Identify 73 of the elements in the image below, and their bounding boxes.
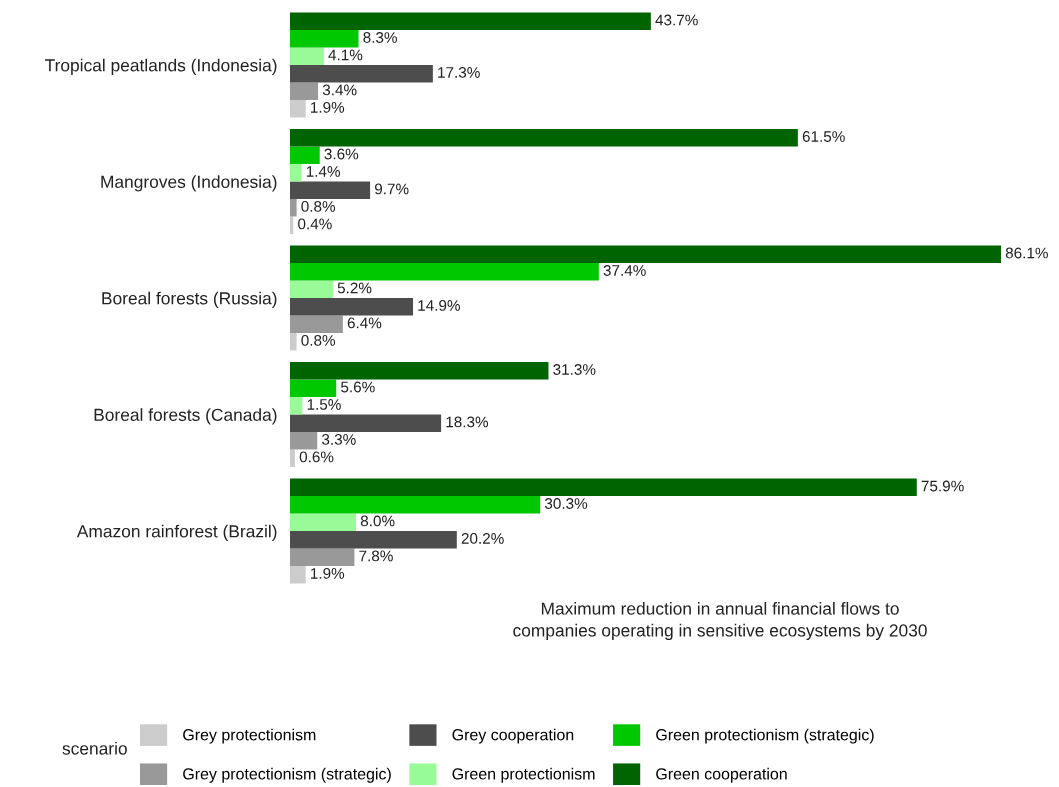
bar	[290, 12, 651, 31]
data-label: 37.4%	[603, 265, 646, 276]
y-tick-label: Boreal forests (Canada)	[94, 408, 277, 425]
legend-label: Grey cooperation	[452, 728, 574, 744]
bar	[290, 449, 295, 467]
data-label: 1.9%	[311, 567, 345, 579]
legend-label: Green protectionism	[452, 767, 595, 783]
data-label: 0.4%	[298, 218, 332, 230]
data-label: 18.3%	[446, 416, 489, 428]
bar	[290, 129, 798, 147]
legend-label: Green protectionism (strategic)	[656, 728, 874, 744]
data-label: 61.5%	[802, 131, 845, 142]
bar	[290, 565, 306, 584]
bar	[290, 362, 549, 380]
data-label: 3.3%	[322, 434, 356, 445]
legend-label: Green cooperation	[656, 767, 787, 783]
data-label: 7.8%	[359, 550, 393, 562]
legend-label: Grey protectionism (strategic)	[183, 767, 391, 783]
data-label: 86.1%	[1005, 247, 1048, 259]
data-label: 5.6%	[341, 381, 375, 393]
bar	[290, 99, 306, 118]
bar	[290, 298, 414, 316]
data-label: 9.7%	[374, 183, 409, 195]
data-label: 1.5%	[307, 399, 341, 410]
data-label: 20.2%	[461, 533, 504, 544]
bar	[290, 478, 917, 497]
data-label: 0.8%	[301, 201, 336, 212]
bar	[290, 30, 359, 48]
bar	[290, 496, 541, 514]
data-label: 17.3%	[438, 67, 480, 78]
bar	[290, 216, 294, 234]
bar	[290, 164, 302, 182]
y-tick-label: Tropical peatlands (Indonesia)	[45, 58, 277, 75]
y-tick-label: Boreal forests (Russia)	[102, 291, 277, 308]
data-label: 1.4%	[306, 166, 341, 177]
data-label: 3.6%	[324, 148, 359, 160]
data-label: 4.1%	[328, 49, 363, 61]
data-label: 75.9%	[921, 480, 964, 492]
bar	[290, 181, 371, 199]
data-label: 8.3%	[363, 32, 397, 43]
bar	[290, 513, 357, 531]
bar	[290, 263, 599, 281]
data-label: 30.3%	[544, 498, 588, 509]
bar	[290, 82, 319, 100]
data-label: 1.9%	[311, 101, 345, 113]
bar	[290, 146, 320, 165]
bar	[290, 548, 355, 566]
bar	[290, 332, 297, 351]
data-label: 6.4%	[347, 317, 382, 329]
bar	[290, 397, 303, 415]
data-label: 0.6%	[299, 451, 334, 463]
data-label: 14.9%	[418, 300, 460, 311]
y-tick-label: Mangroves (Indonesia)	[101, 175, 277, 192]
data-label: 43.7%	[655, 14, 698, 26]
bar	[290, 47, 324, 65]
bar	[290, 245, 1001, 264]
legend-title: scenario	[62, 741, 127, 755]
bar	[290, 531, 457, 549]
bar	[290, 315, 343, 333]
x-axis-title: Maximum reduction in annual financial flows to companies operating in sensitive ecosystems by 2030	[513, 602, 927, 641]
data-label: 8.0%	[360, 515, 395, 527]
bar	[290, 280, 333, 298]
bar	[290, 198, 297, 217]
data-label: 0.8%	[301, 334, 336, 346]
bar	[290, 431, 318, 450]
bar	[290, 414, 442, 432]
bar	[290, 65, 433, 83]
data-label: 31.3%	[553, 364, 596, 375]
y-tick-label: Amazon rainforest (Brazil)	[76, 524, 277, 541]
data-label: 5.2%	[337, 282, 372, 294]
bar	[290, 379, 337, 398]
data-label: 3.4%	[322, 84, 357, 96]
legend-label: Grey protectionism	[183, 728, 316, 744]
